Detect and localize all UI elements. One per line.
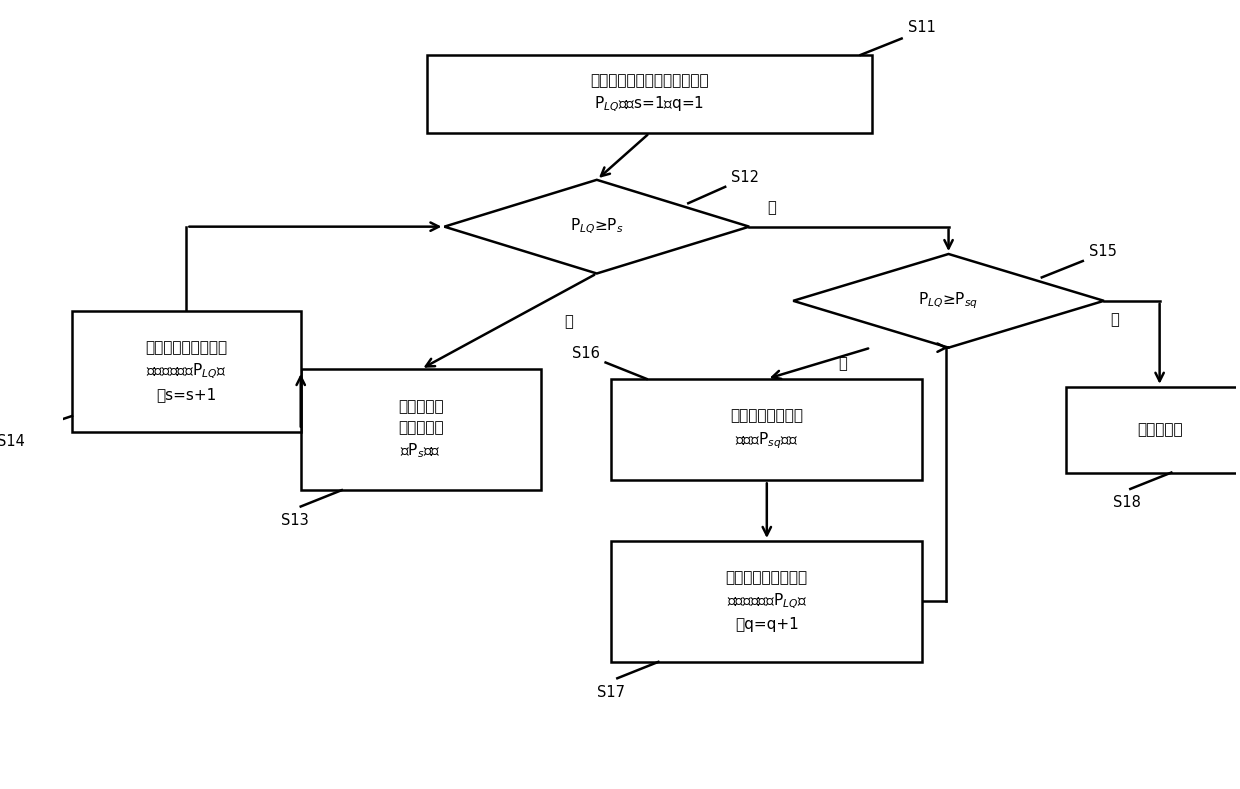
FancyBboxPatch shape: [427, 55, 872, 133]
FancyBboxPatch shape: [72, 311, 301, 432]
Text: 否: 否: [1110, 312, 1118, 327]
Polygon shape: [444, 180, 749, 274]
Text: 是: 是: [564, 314, 573, 329]
FancyBboxPatch shape: [301, 369, 541, 490]
Text: 停止切负荷: 停止切负荷: [1137, 422, 1183, 437]
Text: P$_{LQ}$≥P$_{sq}$: P$_{LQ}$≥P$_{sq}$: [919, 290, 978, 311]
Text: P$_{LQ}$≥P$_s$: P$_{LQ}$≥P$_s$: [570, 217, 624, 237]
FancyBboxPatch shape: [611, 379, 923, 481]
Text: S11: S11: [908, 20, 935, 35]
Text: S16: S16: [572, 346, 600, 361]
Text: 是: 是: [838, 356, 847, 371]
Text: 重新确定需要切除的
有功功率缺额P$_{LQ}$，
且q=q+1: 重新确定需要切除的 有功功率缺额P$_{LQ}$， 且q=q+1: [725, 570, 808, 633]
FancyBboxPatch shape: [1066, 387, 1240, 473]
Text: S13: S13: [281, 513, 309, 528]
Text: 向智能监控
终端发送切
除P$_s$指令: 向智能监控 终端发送切 除P$_s$指令: [398, 398, 444, 461]
Text: S15: S15: [1089, 245, 1116, 260]
FancyBboxPatch shape: [611, 541, 923, 662]
Text: S14: S14: [0, 433, 25, 448]
Text: 重新确定需要切除的
有功功率缺额P$_{LQ}$，
且s=s+1: 重新确定需要切除的 有功功率缺额P$_{LQ}$， 且s=s+1: [145, 340, 227, 402]
Text: S18: S18: [1112, 495, 1141, 510]
Text: 否: 否: [766, 200, 775, 215]
Text: S12: S12: [732, 170, 759, 185]
Text: 向智能监控终端发
送切除P$_{sq}$指令: 向智能监控终端发 送切除P$_{sq}$指令: [730, 409, 804, 451]
Text: 确定需要切除的有功功率缺额
P$_{LQ}$，且s=1，q=1: 确定需要切除的有功功率缺额 P$_{LQ}$，且s=1，q=1: [590, 73, 709, 114]
Polygon shape: [794, 254, 1104, 348]
Text: S17: S17: [598, 685, 625, 700]
